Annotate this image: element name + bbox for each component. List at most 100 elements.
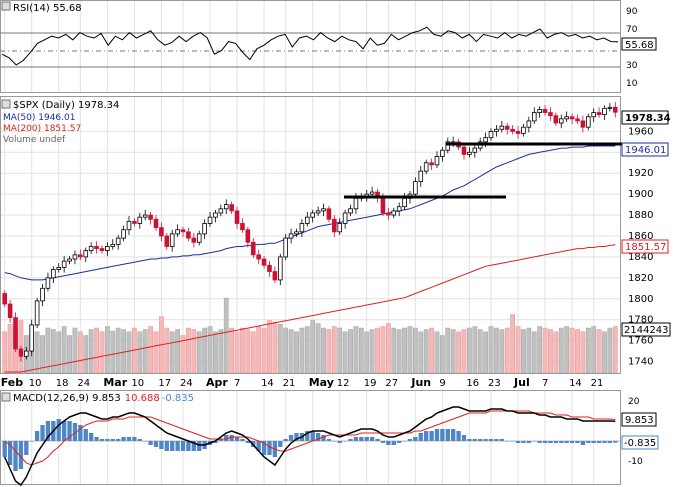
macd-hist-bar [310,431,315,441]
candle-body [558,118,564,124]
candle-body [115,237,121,245]
candle-body [61,260,67,268]
x-tick-label: May [309,376,334,389]
x-tick-label: 21 [591,378,604,389]
macd-hist-bar [234,437,240,441]
volume-bar [585,327,591,374]
candle-body [326,208,332,220]
candle-body [613,106,618,113]
macd-hist-bar [164,441,169,451]
candle-body [234,210,240,224]
ma200-value-label: 1851.57 [625,242,666,253]
candle-body [164,235,170,247]
x-tick-label: 21 [283,378,296,389]
candle-body [153,218,159,229]
macd-hist-bar [575,441,580,443]
macd-hist-bar [505,441,510,442]
candle-body [499,125,505,130]
volume-bar [240,327,245,374]
price-tick-label: 1860 [628,231,653,242]
volume-bar [440,335,445,374]
x-tick-label: Jun [410,376,431,389]
macd-hist-bar [261,441,267,455]
volume-bar [94,327,99,374]
candle-body [418,170,424,182]
volume-bar [207,326,213,374]
price-tick-label: 1820 [628,273,653,284]
volume-bar [396,329,402,374]
macd-hist-bar [359,437,364,441]
x-tick-label: Feb [1,376,24,389]
macd-hist-bar [586,441,591,443]
macd-hist-bar [78,425,83,441]
x-tick-label: Apr [206,376,228,389]
price-tick-label: 1880 [628,210,653,221]
volume-bar [110,330,116,374]
candle-body [348,208,353,214]
macd-hist-bar [224,435,229,441]
volume-bar [83,335,89,374]
macd-tick-label: 20 [628,397,640,407]
volume-bar [526,327,532,374]
candle-body [29,324,35,352]
macd-hist-bar [386,441,391,445]
volume-bar [288,329,294,374]
volume-bar [337,327,343,374]
last-price-label: 1978.34 [625,113,671,124]
candle-body [337,223,343,233]
candle-body [510,128,515,132]
candle-body [386,212,391,216]
macd-hist-bar [283,439,288,441]
candle-body [515,130,521,134]
macd-hist-bar [332,441,337,442]
macd-hist-bar [245,441,251,443]
candle-body [121,229,126,239]
macd-hist-bar [532,441,537,442]
x-tick-label: 14 [261,378,274,389]
candle-body [267,264,272,272]
volume-bar [229,327,235,374]
macd-hist-bar [294,433,299,441]
macd-hist-bar [569,441,575,443]
x-tick-label: 7 [234,378,240,389]
macd-hist-bar [548,441,553,443]
volume-bar [423,329,429,374]
candle-body [126,220,132,231]
volume-bar [99,331,105,374]
candle-body [332,218,337,233]
candle-body [245,229,251,243]
candle-body [548,112,553,117]
candle-body [294,231,299,235]
rsi-panel: RSI(14) 55.68 9070503010 55.68 [0,0,657,93]
volume-bar [2,331,8,374]
macd-hist-bar [213,441,218,443]
macd-hist-bar [434,429,440,441]
volume-bar [267,320,272,374]
macd-hist-bar [483,439,488,441]
macd-value-box [621,412,657,427]
volume-bar [153,331,159,374]
candle-body [461,146,467,155]
candle-body [132,220,137,224]
ma50-line [4,145,616,281]
volume-bar [499,329,505,374]
macd-hist-bar [83,429,88,441]
macd-hist-bar [175,441,180,451]
volume-bar [472,326,478,374]
candle-body [110,243,116,247]
price-tick-label: 1740 [628,357,653,368]
volume-bar [391,327,397,374]
macd-hist-bar [88,433,94,441]
macd-legend-hist: -0.835 [162,393,194,404]
macd-hist-bar [407,439,413,441]
macd-legend: MACD(12,26,9) 9.853 10.688 -0.835 [13,393,194,404]
volume-bar [358,327,364,374]
macd-hist-bar [494,439,499,441]
x-tick-label: 10 [29,378,42,389]
candle-body [440,149,445,157]
candle-body [607,106,613,109]
candle-body [88,246,94,252]
rsi-tick-label: 30 [626,61,638,71]
macd-hist-bar [369,437,375,441]
